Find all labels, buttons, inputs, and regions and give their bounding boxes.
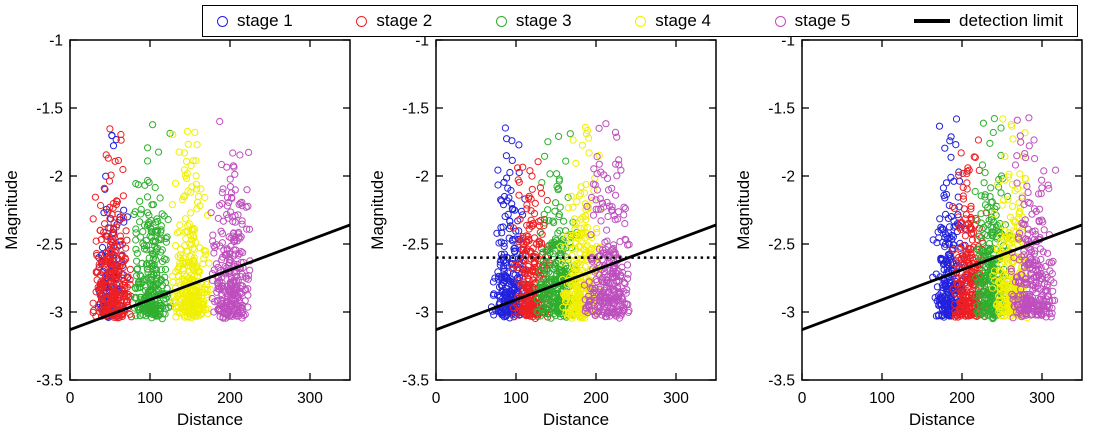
y-tick-label: -1 — [49, 33, 63, 50]
y-tick-label: -2 — [781, 169, 795, 186]
legend: stage 1 stage 2 stage 3 stage 4 stage 5 … — [202, 5, 1078, 37]
x-tick-label: 0 — [66, 390, 75, 407]
x-tick-label: 300 — [297, 390, 323, 407]
y-tick-label: -1.5 — [402, 101, 429, 118]
x-tick-label: 200 — [583, 390, 609, 407]
detection-limit-line — [435, 223, 717, 331]
series-stage-5 — [1007, 114, 1060, 322]
x-tick-label: 100 — [869, 390, 895, 407]
stage-2-marker-icon — [356, 15, 368, 27]
x-tick-label: 200 — [949, 390, 975, 407]
axes-box — [435, 39, 717, 381]
legend-label-stage-4: stage 4 — [655, 11, 711, 30]
legend-label-stage-2: stage 2 — [376, 11, 433, 30]
series-stage-5 — [207, 117, 254, 322]
y-tick-label: -2.5 — [402, 237, 429, 254]
series-stage-2 — [89, 125, 135, 322]
legend-label-stage-3: stage 3 — [515, 11, 572, 30]
detection-limit-line — [69, 223, 351, 331]
legend-label-detection-limit: detection limit — [959, 11, 1063, 30]
y-tick-label: -3 — [49, 305, 63, 322]
x-tick-label: 100 — [503, 390, 529, 407]
x-tick-label: 0 — [798, 390, 807, 407]
legend-item-stage-2: stage 2 — [356, 11, 432, 31]
y-tick-label: -3.5 — [36, 373, 63, 390]
y-tick-label: -2 — [49, 169, 63, 186]
stage-4-marker-icon — [635, 15, 647, 27]
x-tick-label: 200 — [217, 390, 243, 407]
legend-label-stage-5: stage 5 — [794, 11, 851, 30]
x-axis-label: Distance — [909, 410, 975, 429]
x-tick-label: 100 — [137, 390, 163, 407]
y-tick-label: -2 — [415, 169, 429, 186]
y-tick-label: -3 — [415, 305, 429, 322]
series-stage-5 — [580, 120, 633, 322]
y-tick-label: -3 — [781, 305, 795, 322]
legend-item-stage-1: stage 1 — [217, 11, 293, 31]
y-tick-label: -3.5 — [402, 373, 429, 390]
detection-limit-marker-icon — [914, 19, 951, 23]
subplot-1: 0 100 200 300 -1 -1.5 -2 -2.5 -3 -3.5 Distance Magn… — [2, 33, 351, 429]
series-stage-4 — [168, 127, 215, 322]
stage-3-marker-icon — [495, 15, 507, 27]
y-tick-label: -3.5 — [768, 373, 795, 390]
subplot-3: 0 100 200 300-1-1.5-2-2.5-3-3.5DistanceMagn… — [734, 33, 1083, 429]
legend-item-detection-limit: detection limit — [914, 11, 1063, 31]
detection-limit-line — [801, 223, 1083, 331]
x-axis-label: Distance — [543, 410, 609, 429]
y-axis-label: Magnitude — [734, 170, 753, 249]
x-tick-label: 0 — [432, 390, 441, 407]
legend-label-stage-1: stage 1 — [237, 11, 293, 30]
axes-box — [801, 39, 1083, 381]
subplot-2: 0 100 200 300-1-1.5-2-2.5-3-3.5DistanceMagn… — [368, 33, 717, 429]
y-tick-label: -1.5 — [36, 101, 63, 118]
x-tick-label: 300 — [1029, 390, 1055, 407]
stage-1-marker-icon — [217, 15, 228, 27]
y-tick-label: -2.5 — [768, 237, 795, 254]
legend-item-stage-3: stage 3 — [495, 11, 572, 31]
legend-item-stage-5: stage 5 — [774, 11, 851, 31]
y-tick-label: -2.5 — [36, 237, 63, 254]
x-axis-label: Distance — [177, 410, 243, 429]
series-stage-3 — [130, 121, 175, 323]
y-axis-label: Magnitude — [368, 170, 387, 249]
y-axis-label: Magnitude — [2, 170, 21, 249]
stage-5-marker-icon — [774, 15, 786, 27]
y-tick-label: -1.5 — [768, 101, 795, 118]
legend-item-stage-4: stage 4 — [635, 11, 711, 31]
x-tick-label: 300 — [663, 390, 689, 407]
